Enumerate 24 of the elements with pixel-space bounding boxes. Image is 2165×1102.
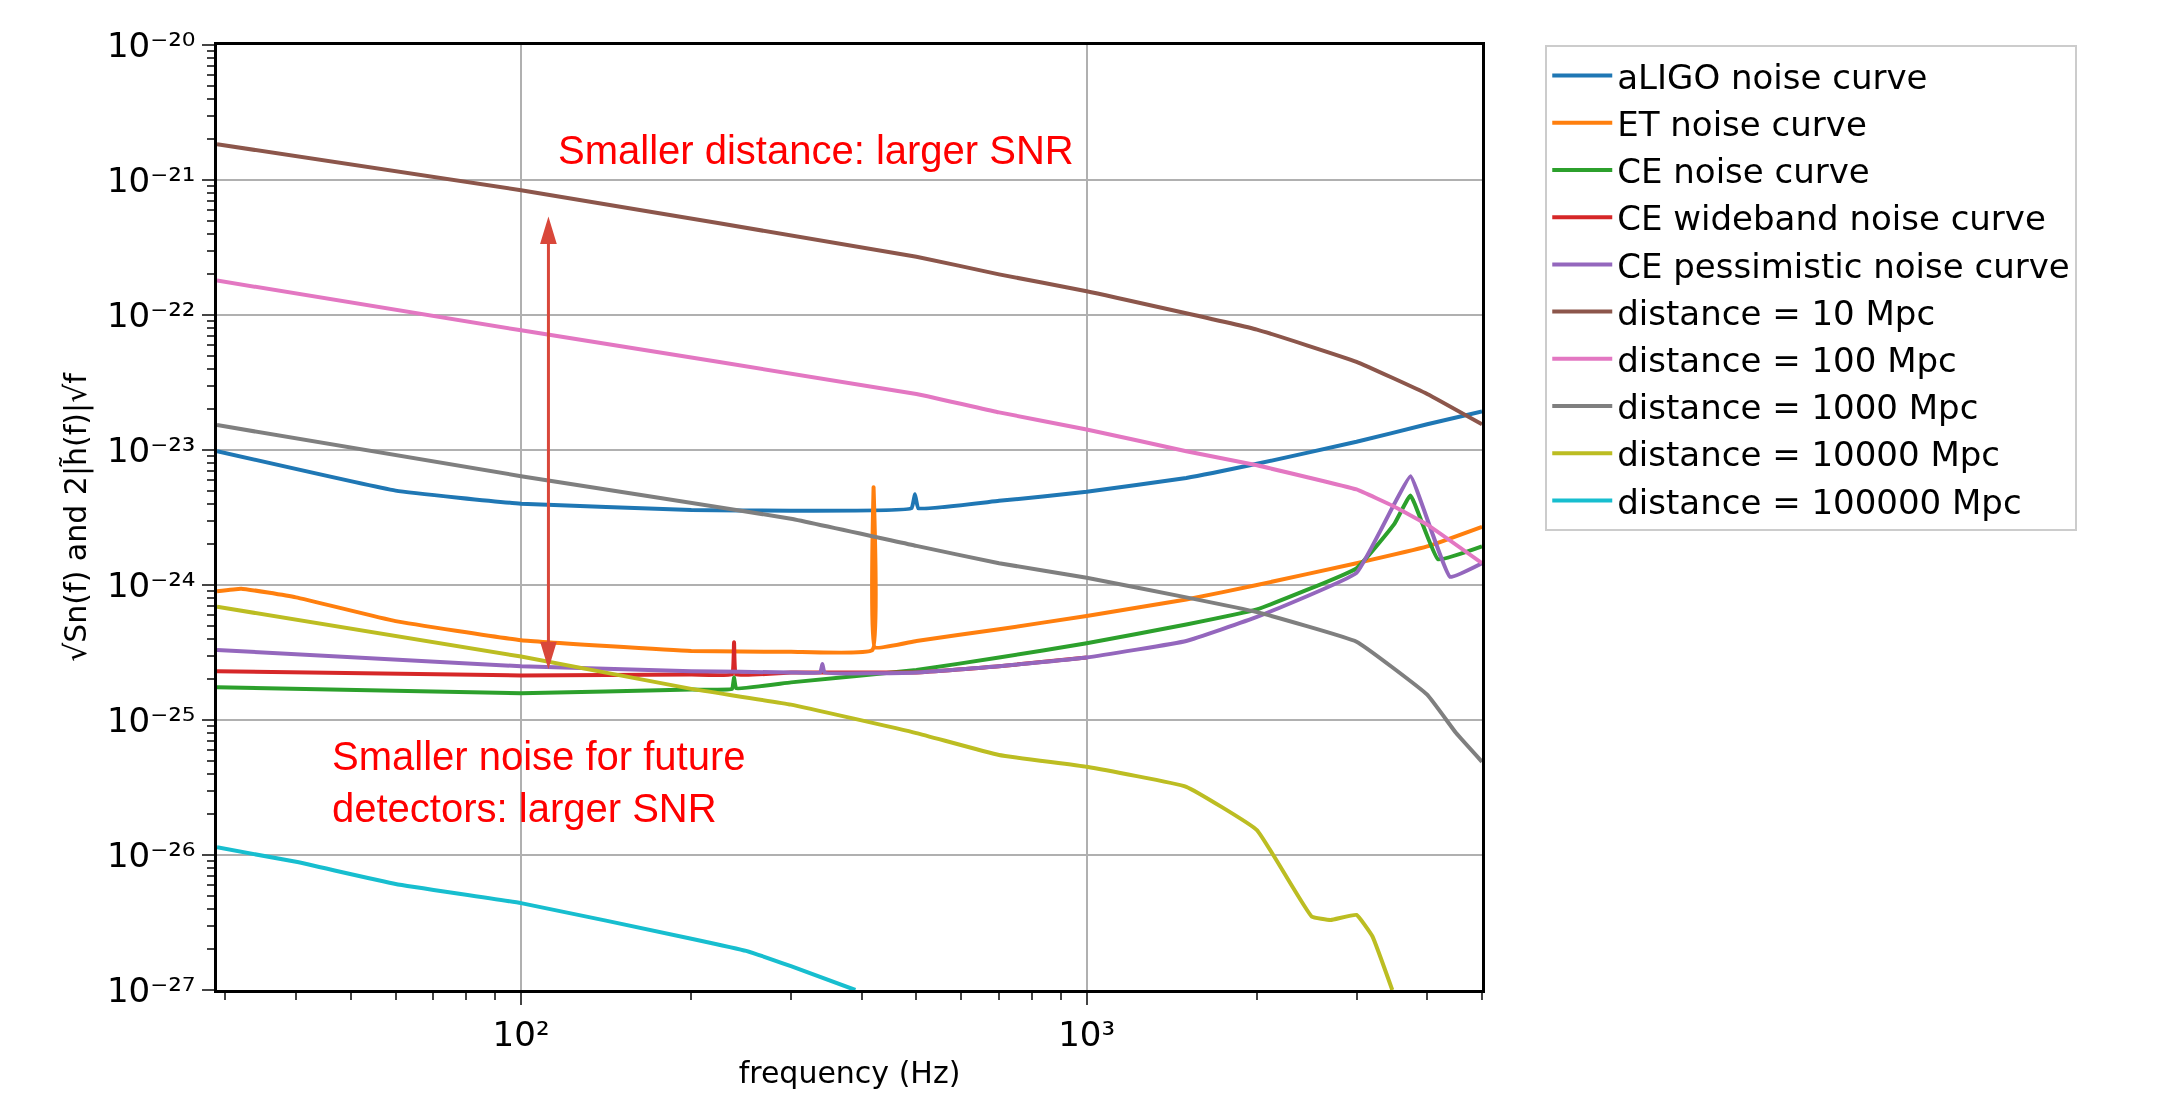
legend-label: distance = 100000 Mpc [1617,481,2022,522]
x-axis-title: frequency (Hz) [738,1055,961,1091]
legend-label: distance = 10 Mpc [1617,292,1936,333]
legend-label: ET noise curve [1617,104,1867,145]
y-tick-label: 10⁻²⁴ [106,564,196,605]
legend-label: CE wideband noise curve [1617,198,2046,239]
y-axis-title: √Sn(f) and 2|h̃(f)|√f [57,371,94,662]
legend-label: distance = 100 Mpc [1617,340,1957,381]
legend-label: distance = 10000 Mpc [1617,434,2000,475]
y-tick-label: 10⁻²² [106,294,196,335]
legend-label: distance = 1000 Mpc [1617,387,1979,428]
legend-label: aLIGO noise curve [1617,56,1928,97]
y-tick-label: 10⁻²⁰ [106,24,196,65]
annotation: Smaller distance: larger SNR [558,128,1074,172]
annotation: Smaller noise for future detectors: larger SNR [332,734,746,830]
legend-label: CE noise curve [1617,151,1870,192]
x-tick-label: 10² [492,1013,550,1054]
y-tick-label: 10⁻²⁷ [106,969,196,1010]
y-tick-label: 10⁻²³ [106,429,196,470]
legend-label: CE pessimistic noise curve [1617,245,2070,286]
y-tick-label: 10⁻²⁵ [106,699,196,740]
x-tick-label: 10³ [1058,1013,1116,1054]
y-tick-label: 10⁻²¹ [106,159,196,200]
y-tick-label: 10⁻²⁶ [106,834,196,875]
